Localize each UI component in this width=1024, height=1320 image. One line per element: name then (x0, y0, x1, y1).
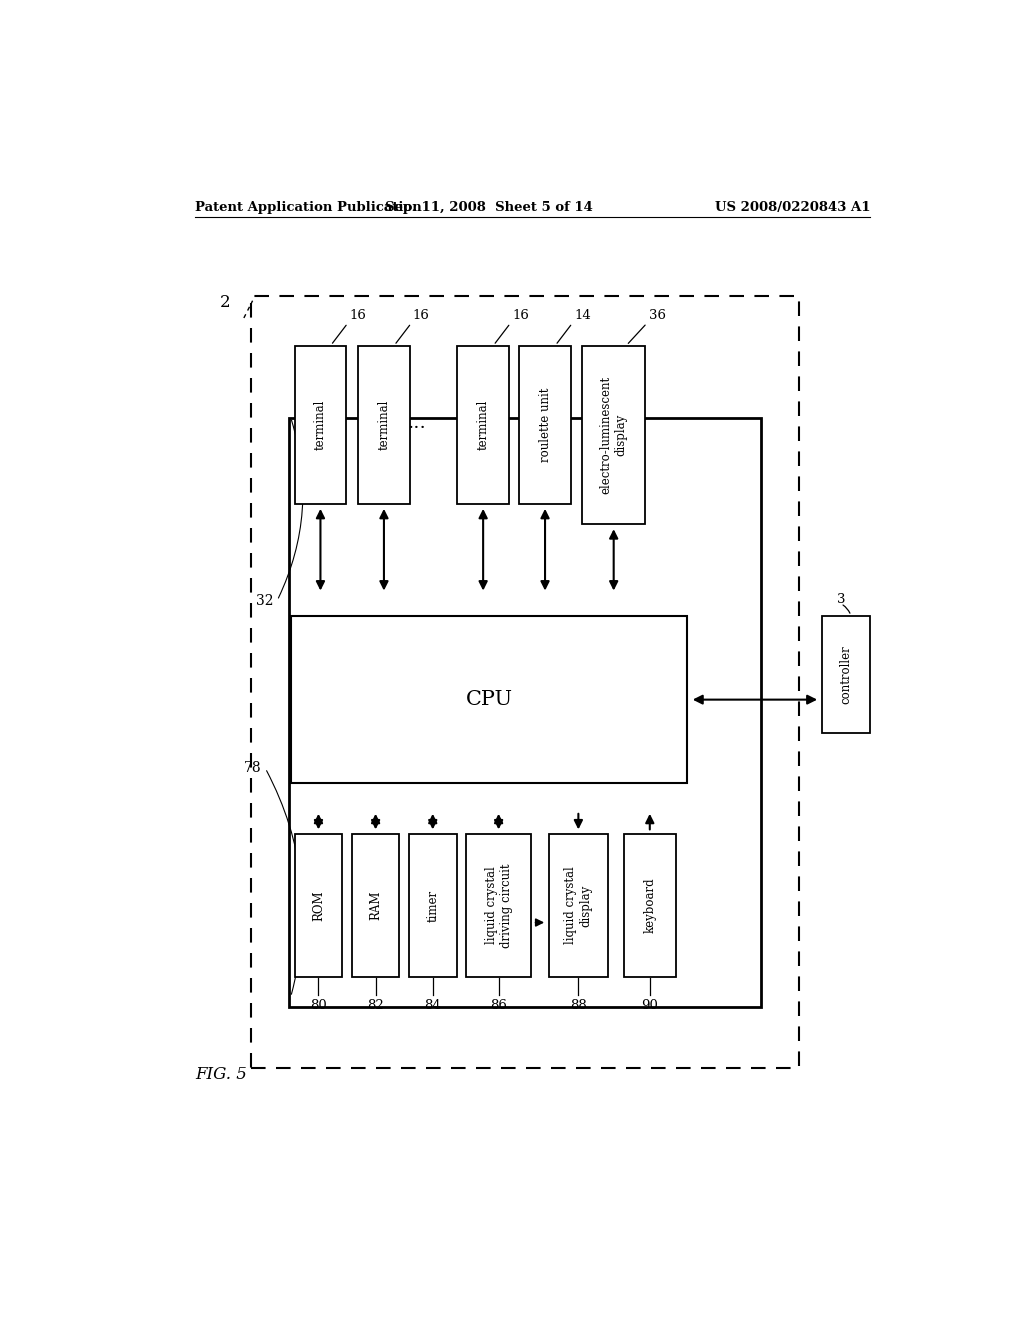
Text: 86: 86 (490, 999, 507, 1012)
Text: 3: 3 (837, 593, 845, 606)
Text: ...: ... (407, 413, 425, 432)
Text: 82: 82 (368, 999, 384, 1012)
Text: electro-luminescent
display: electro-luminescent display (600, 376, 628, 495)
Bar (295, 834, 342, 977)
Text: 78: 78 (244, 762, 261, 775)
Bar (549, 834, 608, 977)
Text: controller: controller (840, 645, 853, 704)
Text: liquid crystal
driving circuit: liquid crystal driving circuit (484, 863, 513, 948)
Text: liquid crystal
display: liquid crystal display (564, 866, 592, 944)
Text: ROM: ROM (312, 890, 325, 921)
Bar (289, 417, 761, 1007)
Text: timer: timer (426, 890, 439, 921)
Text: 16: 16 (349, 309, 367, 322)
Text: Sep. 11, 2008  Sheet 5 of 14: Sep. 11, 2008 Sheet 5 of 14 (385, 201, 593, 214)
Bar (358, 346, 410, 504)
Text: 16: 16 (413, 309, 430, 322)
Text: 16: 16 (512, 309, 529, 322)
Bar (295, 346, 346, 504)
Text: 90: 90 (641, 999, 658, 1012)
Bar (251, 296, 799, 1068)
Bar (624, 834, 676, 977)
Bar (822, 615, 870, 733)
Text: 36: 36 (648, 309, 666, 322)
Text: US 2008/0220843 A1: US 2008/0220843 A1 (715, 201, 870, 214)
Text: 2: 2 (220, 294, 231, 312)
Bar (582, 346, 645, 524)
Text: Patent Application Publication: Patent Application Publication (196, 201, 422, 214)
Text: 84: 84 (424, 999, 441, 1012)
Text: 14: 14 (574, 309, 591, 322)
Text: 80: 80 (310, 999, 327, 1012)
Text: terminal: terminal (314, 400, 327, 450)
Text: 32: 32 (256, 594, 273, 607)
Text: CPU: CPU (466, 690, 513, 709)
Text: RAM: RAM (369, 891, 382, 920)
Bar (519, 346, 570, 504)
Text: keyboard: keyboard (643, 878, 656, 933)
Text: 88: 88 (570, 999, 587, 1012)
Text: roulette unit: roulette unit (539, 388, 552, 462)
Text: terminal: terminal (378, 400, 390, 450)
Bar (291, 615, 687, 784)
Bar (466, 834, 531, 977)
Text: terminal: terminal (476, 400, 489, 450)
Bar (352, 834, 399, 977)
Bar (458, 346, 509, 504)
Bar (409, 834, 457, 977)
Text: FIG. 5: FIG. 5 (196, 1067, 248, 1084)
